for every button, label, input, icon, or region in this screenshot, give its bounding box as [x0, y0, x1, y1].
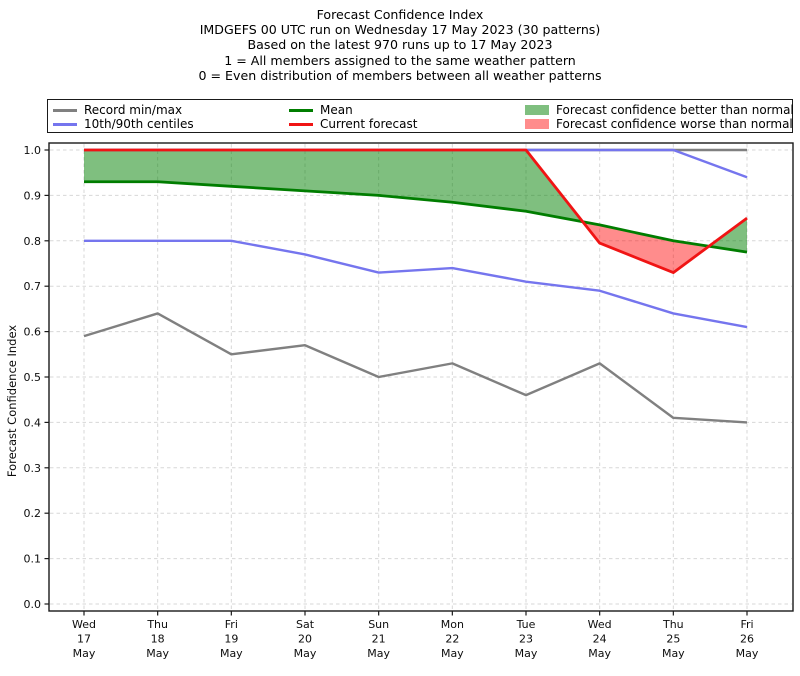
x-tick-label-dow: Fri — [225, 618, 238, 631]
x-tick-label-dow: Sat — [296, 618, 315, 631]
x-tick-label-month: May — [367, 647, 390, 660]
current-forecast-line-swatch — [289, 122, 313, 126]
centile-10-line — [84, 239, 748, 329]
mean-line-swatch — [289, 108, 313, 112]
y-tick-label: 0.8 — [24, 235, 42, 248]
legend-item-better-than-normal: Forecast confidence better than normal — [525, 103, 794, 117]
centiles-line-swatch — [53, 122, 77, 126]
y-tick-label: 0.2 — [24, 507, 42, 520]
chart-subtitle-scale-0: 0 = Even distribution of members between… — [198, 67, 602, 83]
x-tick-label-day: 21 — [372, 633, 386, 646]
y-tick-label: 0.7 — [24, 280, 42, 293]
chart-subtitle-run: IMDGEFS 00 UTC run on Wednesday 17 May 2… — [199, 22, 601, 38]
x-tick-label-dow: Thu — [662, 618, 684, 631]
worse-than-normal-fill — [582, 221, 709, 273]
x-tick-label-month: May — [736, 647, 759, 660]
x-tick-label-day: 25 — [666, 633, 680, 646]
legend-label: Current forecast — [320, 117, 418, 131]
x-tick-label-day: 22 — [445, 633, 459, 646]
current-forecast-line — [84, 148, 748, 274]
chart-subtitle-basis: Based on the latest 970 runs up to 17 Ma… — [247, 37, 553, 53]
x-tick-label-day: 23 — [519, 633, 533, 646]
x-tick-label-dow: Wed — [588, 618, 612, 631]
x-tick-label-day: 19 — [224, 633, 238, 646]
legend-label: Mean — [320, 103, 353, 117]
legend-item-mean: Mean — [289, 103, 353, 117]
legend-item-centiles: 10th/90th centiles — [53, 117, 194, 131]
x-tick-label-day: 24 — [593, 633, 607, 646]
x-tick-label-month: May — [294, 647, 317, 660]
x-tick-label-month: May — [220, 647, 243, 660]
y-tick-label: 0.1 — [24, 553, 42, 566]
x-tick-label-day: 20 — [298, 633, 312, 646]
legend-label: 10th/90th centiles — [84, 117, 194, 131]
y-tick-label: 0.5 — [24, 371, 42, 384]
x-tick-label-day: 18 — [151, 633, 165, 646]
legend-item-record-minmax: Record min/max — [53, 103, 182, 117]
chart-title: Forecast Confidence Index — [316, 7, 484, 22]
y-axis-title: Forecast Confidence Index — [5, 325, 19, 477]
y-tick-label: 0.6 — [24, 326, 42, 339]
x-tick-label-month: May — [588, 647, 611, 660]
x-tick-label-month: May — [441, 647, 464, 660]
y-tick-label: 1.0 — [24, 144, 42, 157]
x-tick-label-dow: Wed — [72, 618, 96, 631]
x-tick-label-dow: Fri — [740, 618, 753, 631]
worse-fill-swatch — [525, 119, 549, 129]
legend-item-current-forecast: Current forecast — [289, 117, 417, 131]
chart-subtitle-scale-1: 1 = All members assigned to the same wea… — [224, 52, 576, 68]
y-tick-label: 0.4 — [24, 416, 42, 429]
legend-item-worse-than-normal: Forecast confidence worse than normal — [525, 117, 793, 131]
x-tick-label-month: May — [662, 647, 685, 660]
legend-label: Forecast confidence better than normal — [556, 103, 794, 117]
y-tick-label: 0.9 — [24, 189, 42, 202]
x-tick-label-dow: Mon — [441, 618, 464, 631]
y-tick-label: 0.3 — [24, 462, 42, 475]
x-tick-label-month: May — [73, 647, 96, 660]
chart-title-block: Forecast Confidence Index IMDGEFS 00 UTC… — [0, 7, 800, 83]
y-tick-label: 0.0 — [24, 598, 42, 611]
better-fill-swatch — [525, 105, 549, 115]
x-tick-label-month: May — [515, 647, 538, 660]
legend-label: Forecast confidence worse than normal — [556, 117, 793, 131]
better-than-normal-fill — [84, 150, 583, 222]
mean-line — [84, 180, 748, 254]
x-tick-label-month: May — [146, 647, 169, 660]
legend-label: Record min/max — [84, 103, 183, 117]
x-tick-label-day: 17 — [77, 633, 91, 646]
record-minmax-line-swatch — [53, 108, 77, 112]
x-tick-label-day: 26 — [740, 633, 754, 646]
chart-legend: Record min/max 10th/90th centiles Mean C… — [47, 99, 794, 133]
x-tick-label-dow: Thu — [146, 618, 168, 631]
record-min-line — [83, 312, 748, 424]
x-tick-label-dow: Tue — [516, 618, 536, 631]
x-tick-label-dow: Sun — [368, 618, 389, 631]
